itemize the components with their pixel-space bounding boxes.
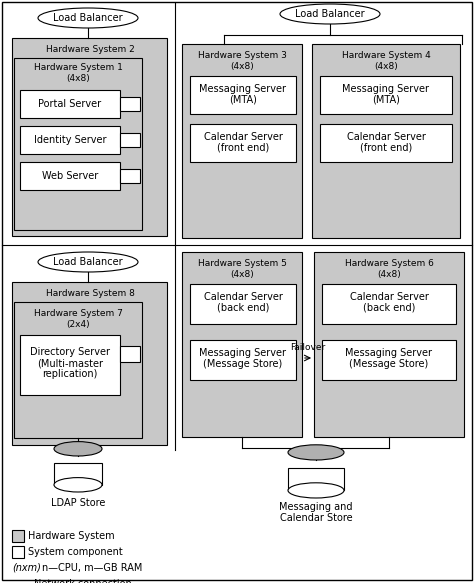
Text: Calendar Server: Calendar Server xyxy=(203,292,283,302)
Bar xyxy=(120,346,140,362)
Bar xyxy=(182,44,302,238)
Bar xyxy=(120,97,140,111)
Text: Calendar Server: Calendar Server xyxy=(349,292,428,302)
Bar xyxy=(312,44,460,238)
Text: Messaging Server: Messaging Server xyxy=(346,348,432,358)
Text: Load Balancer: Load Balancer xyxy=(53,257,123,267)
Text: (Message Store): (Message Store) xyxy=(203,359,283,369)
Ellipse shape xyxy=(38,8,138,28)
Text: (MTA): (MTA) xyxy=(229,95,257,105)
Text: (Message Store): (Message Store) xyxy=(349,359,428,369)
Bar xyxy=(14,302,142,438)
Bar xyxy=(314,252,464,437)
Bar xyxy=(54,463,102,485)
Text: Messaging Server: Messaging Server xyxy=(200,84,286,94)
Text: (back end): (back end) xyxy=(363,303,415,313)
Bar xyxy=(320,76,452,114)
Bar xyxy=(20,126,120,154)
Bar xyxy=(190,76,296,114)
Bar xyxy=(322,340,456,380)
Bar xyxy=(20,90,120,118)
Text: (front end): (front end) xyxy=(217,143,269,153)
Bar xyxy=(20,162,120,190)
Text: replication): replication) xyxy=(42,369,98,379)
Ellipse shape xyxy=(280,4,380,24)
Text: LDAP Store: LDAP Store xyxy=(51,498,105,508)
Text: Hardware System 5: Hardware System 5 xyxy=(198,258,286,268)
Text: Messaging Server: Messaging Server xyxy=(200,348,286,358)
Text: (nxm): (nxm) xyxy=(12,563,41,573)
Text: Load Balancer: Load Balancer xyxy=(53,13,123,23)
Text: (MTA): (MTA) xyxy=(372,95,400,105)
Bar xyxy=(182,252,302,437)
Text: Load Balancer: Load Balancer xyxy=(295,9,365,19)
Bar xyxy=(12,282,167,445)
Text: Identity Server: Identity Server xyxy=(34,135,106,145)
Ellipse shape xyxy=(54,477,102,492)
Text: Portal Server: Portal Server xyxy=(38,99,101,109)
Ellipse shape xyxy=(288,483,344,498)
Text: Hardware System 6: Hardware System 6 xyxy=(345,258,433,268)
Text: Hardware System 4: Hardware System 4 xyxy=(342,51,430,59)
Text: Failover: Failover xyxy=(291,343,326,353)
Bar xyxy=(288,468,344,490)
Ellipse shape xyxy=(54,441,102,456)
Text: Messaging Server: Messaging Server xyxy=(343,84,429,94)
Bar xyxy=(14,58,142,230)
Text: Hardware System 3: Hardware System 3 xyxy=(198,51,286,59)
Text: (4x8): (4x8) xyxy=(230,269,254,279)
Bar xyxy=(120,133,140,147)
Text: (4x8): (4x8) xyxy=(377,269,401,279)
Text: (2x4): (2x4) xyxy=(66,319,90,328)
Text: (4x8): (4x8) xyxy=(66,75,90,83)
Ellipse shape xyxy=(288,445,344,460)
Text: Hardware System 8: Hardware System 8 xyxy=(46,289,135,297)
Bar xyxy=(190,340,296,380)
Text: Calendar Server: Calendar Server xyxy=(203,132,283,142)
Text: System component: System component xyxy=(28,547,123,557)
Bar xyxy=(12,546,24,558)
Text: Hardware System 2: Hardware System 2 xyxy=(46,45,134,54)
Bar xyxy=(322,284,456,324)
Text: Calendar Server: Calendar Server xyxy=(346,132,426,142)
Bar xyxy=(12,530,24,542)
Text: Network connection: Network connection xyxy=(34,579,132,583)
Text: Hardware System 1: Hardware System 1 xyxy=(34,64,122,72)
Ellipse shape xyxy=(38,252,138,272)
Bar xyxy=(190,124,296,162)
Text: Web Server: Web Server xyxy=(42,171,98,181)
Text: (Multi-master: (Multi-master xyxy=(37,358,103,368)
Text: Hardware System: Hardware System xyxy=(28,531,115,541)
Bar xyxy=(190,284,296,324)
Bar xyxy=(120,169,140,183)
Text: (back end): (back end) xyxy=(217,303,269,313)
Bar xyxy=(12,38,167,236)
Text: Directory Server: Directory Server xyxy=(30,347,110,357)
Text: n—CPU, m—GB RAM: n—CPU, m—GB RAM xyxy=(42,563,142,573)
Text: (4x8): (4x8) xyxy=(374,61,398,71)
Bar xyxy=(320,124,452,162)
Text: (front end): (front end) xyxy=(360,143,412,153)
Text: Hardware System 7: Hardware System 7 xyxy=(34,308,122,318)
Text: Calendar Store: Calendar Store xyxy=(280,513,352,523)
Bar xyxy=(20,335,120,395)
Text: (4x8): (4x8) xyxy=(230,61,254,71)
Text: Messaging and: Messaging and xyxy=(279,502,353,512)
